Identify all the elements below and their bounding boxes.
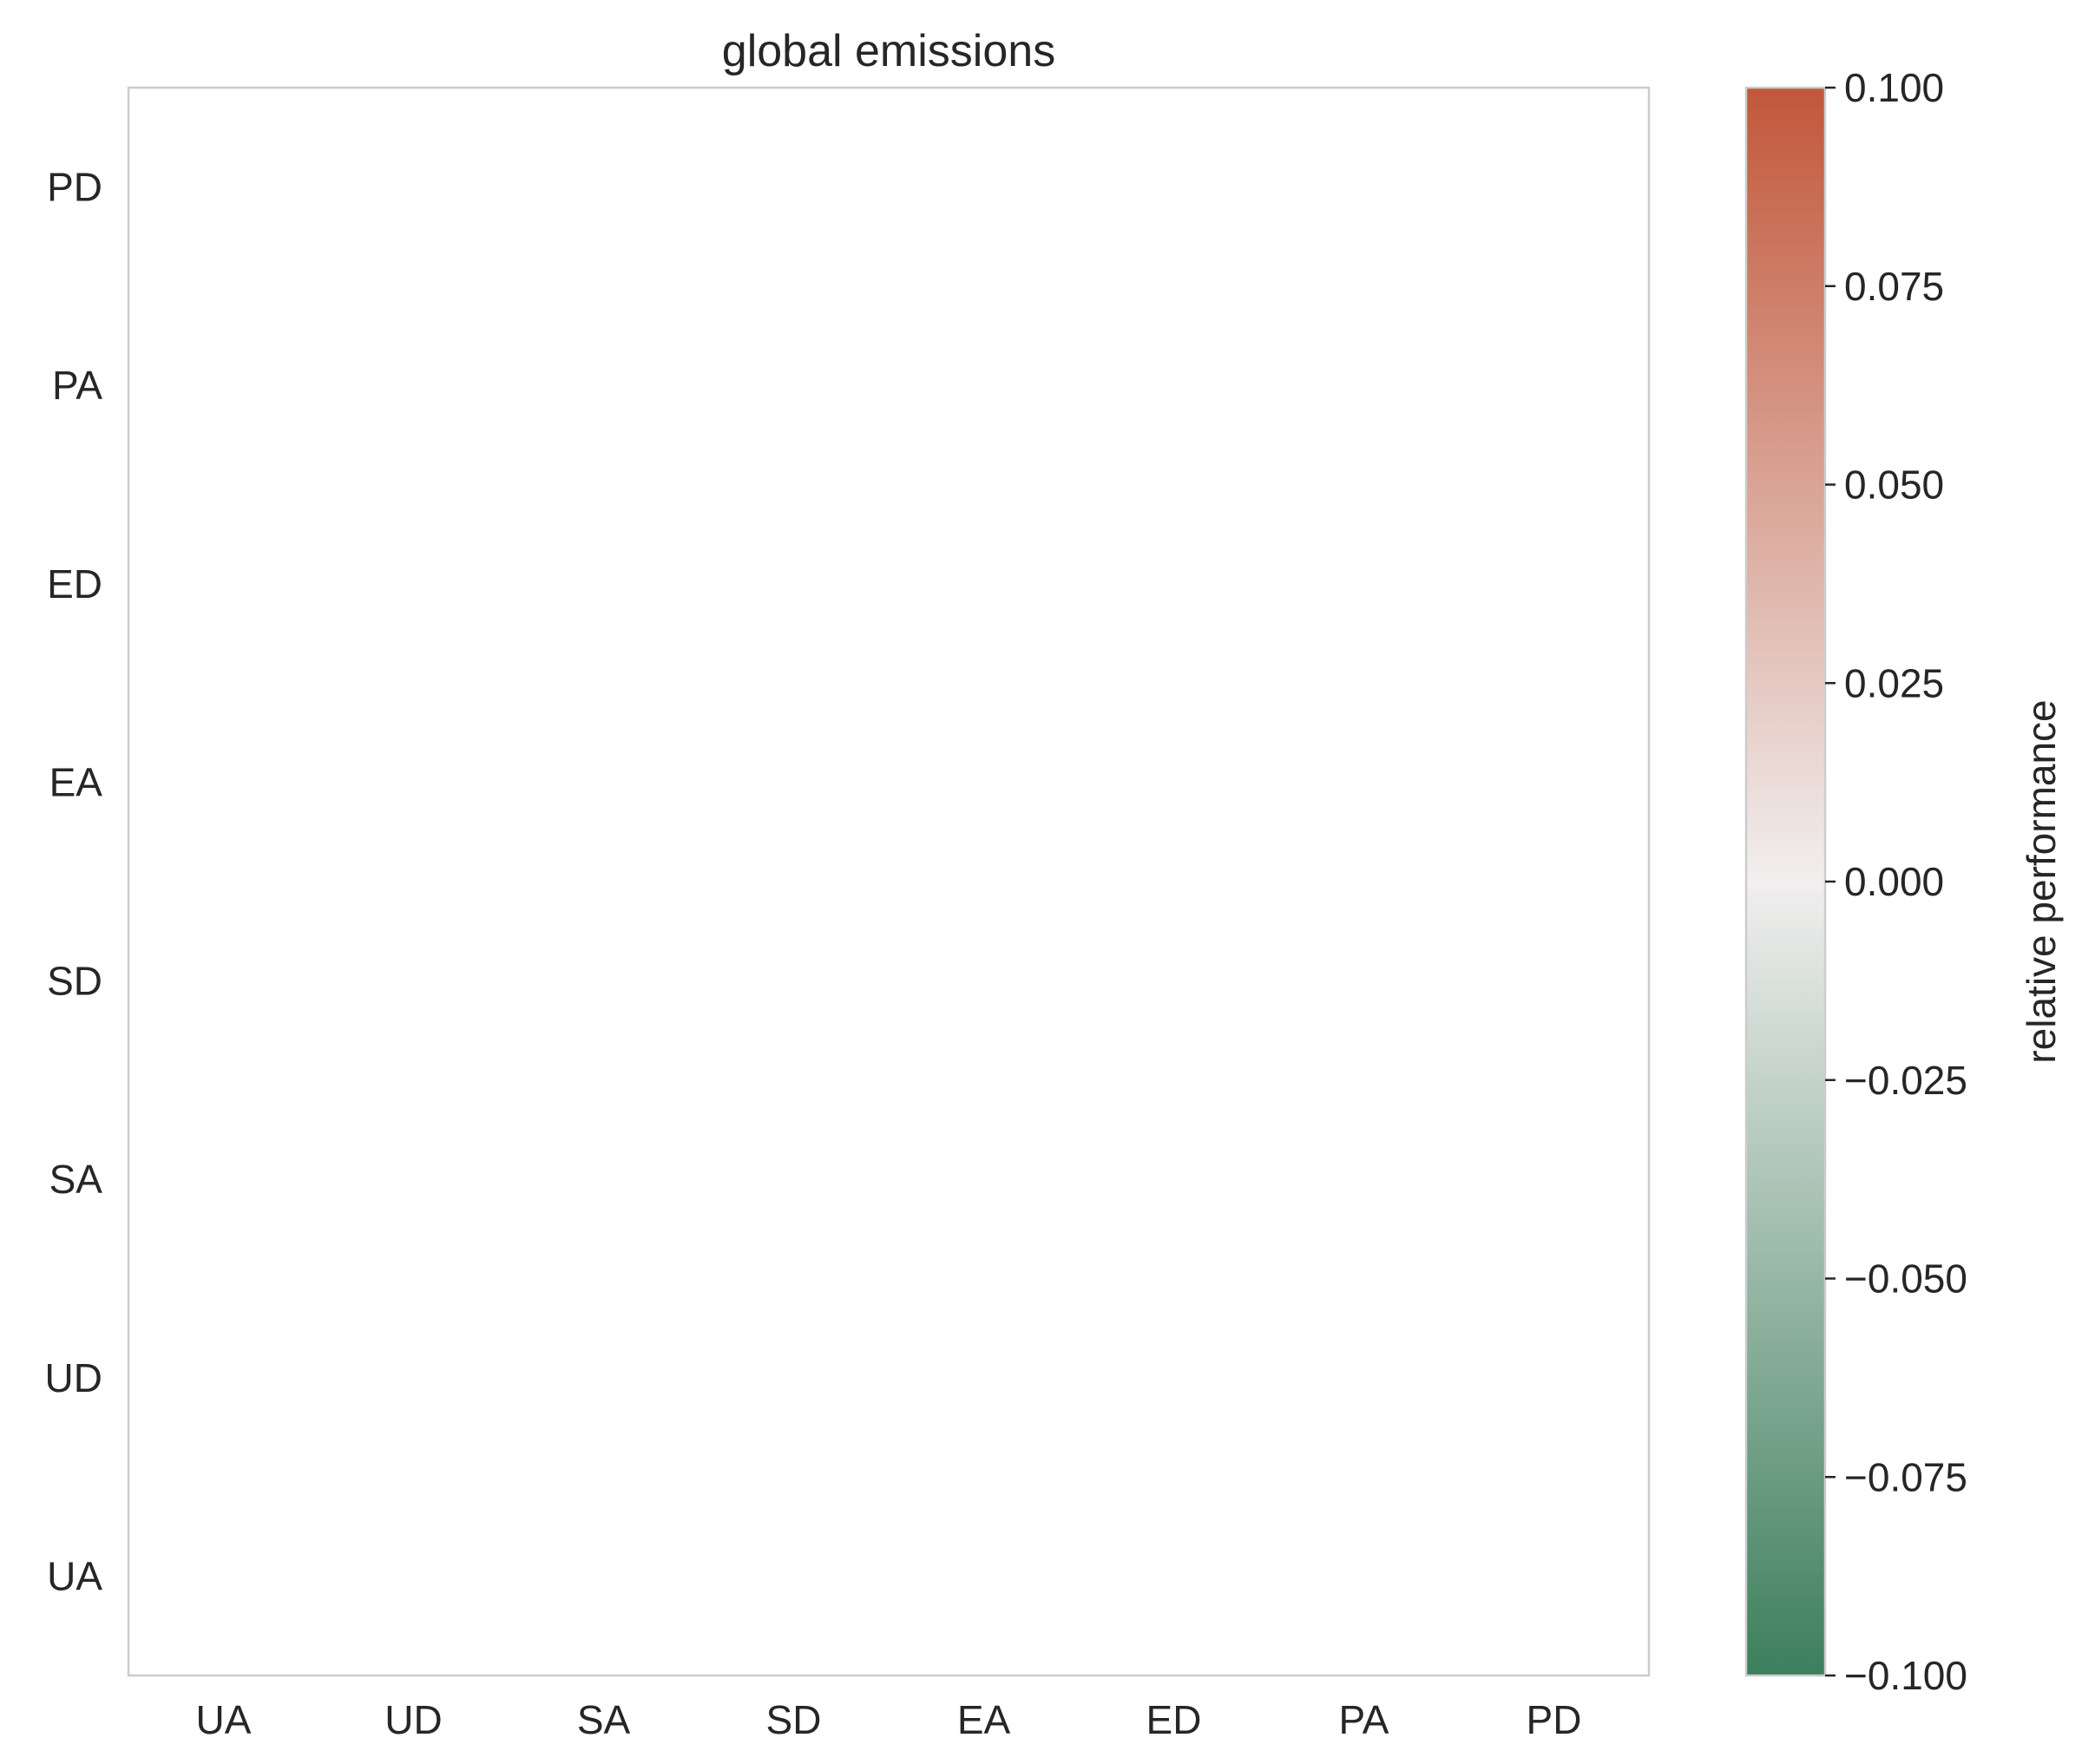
y-tick-label: SD [47, 958, 102, 1003]
colorbar-tick-label: −0.075 [1844, 1454, 1967, 1499]
chart-title: global emissions [722, 26, 1055, 76]
y-tick-label: PA [52, 363, 102, 408]
colorbar-tick-label: 0.025 [1844, 660, 1944, 705]
colorbar [1744, 86, 1827, 1677]
x-tick-label: SA [577, 1697, 631, 1742]
y-tick-label: UA [47, 1554, 102, 1599]
x-tick-label: SD [766, 1697, 822, 1742]
y-tick-label: SA [49, 1157, 103, 1202]
x-tick-label: UD [384, 1697, 442, 1742]
colorbar-tick-label: 0.100 [1844, 65, 1944, 110]
colorbar-tick-label: 0.075 [1844, 264, 1944, 309]
x-tick-label: PA [1339, 1697, 1389, 1742]
y-axis-ticks: UA UD SA SD EA ED PA PD [45, 164, 103, 1598]
plot-area [127, 86, 1651, 1677]
x-tick-label: UA [196, 1697, 252, 1742]
colorbar-label: relative performance [2019, 699, 2064, 1063]
colorbar-tick-label: 0.000 [1844, 859, 1944, 904]
x-tick-label: ED [1146, 1697, 1202, 1742]
colorbar-tick-label: −0.050 [1844, 1256, 1967, 1302]
y-tick-label: ED [47, 561, 102, 607]
y-tick-label: UD [45, 1355, 102, 1400]
x-axis-ticks: UA UD SA SD EA ED PA PD [196, 1697, 1582, 1742]
x-tick-label: EA [957, 1697, 1011, 1742]
colorbar-ticks: 0.100 0.075 0.050 0.025 0.000 −0.025 −0.050 −0.… [1825, 65, 1967, 1698]
colorbar-tick-label: −0.025 [1844, 1058, 1967, 1103]
colorbar-tick-label: 0.050 [1844, 462, 1944, 508]
y-tick-label: EA [49, 760, 103, 805]
colorbar-tick-label: −0.100 [1844, 1653, 1967, 1698]
y-tick-label: PD [47, 164, 102, 209]
x-tick-label: PD [1527, 1697, 1582, 1742]
